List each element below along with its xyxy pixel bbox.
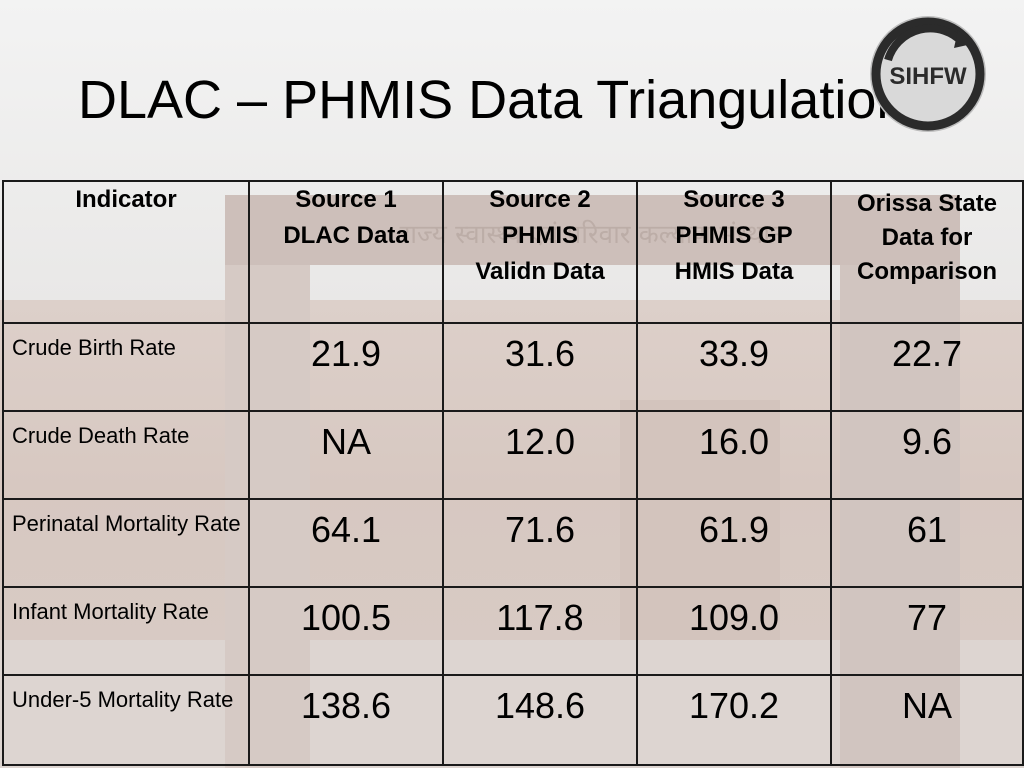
value-cell: NA bbox=[248, 410, 444, 500]
value-cell: 138.6 bbox=[248, 674, 444, 766]
value-cell: NA bbox=[830, 674, 1024, 766]
value-cell: 61 bbox=[830, 498, 1024, 588]
header-line: Orissa State bbox=[856, 190, 998, 217]
triangulation-table: Indicator Source 1 DLAC Data Source 2 PH… bbox=[2, 180, 1024, 766]
header-line: Indicator bbox=[75, 186, 177, 213]
table-row: Infant Mortality Rate 100.5 117.8 109.0 … bbox=[2, 586, 1024, 676]
value-cell: 21.9 bbox=[248, 322, 444, 412]
header-line: Comparison bbox=[856, 258, 997, 285]
header-source-2: Source 2 PHMIS Validn Data bbox=[442, 180, 638, 324]
header-line: DLAC Data bbox=[283, 222, 409, 249]
value-cell: 33.9 bbox=[636, 322, 832, 412]
indicator-cell: Crude Birth Rate bbox=[2, 322, 250, 412]
header-line: PHMIS bbox=[501, 222, 578, 249]
header-line: Source 2 bbox=[489, 186, 591, 213]
header-line: Source 3 bbox=[683, 186, 785, 213]
sihfw-logo: SIHFW bbox=[866, 12, 990, 136]
value-cell: 148.6 bbox=[442, 674, 638, 766]
header-line: Data for bbox=[881, 224, 973, 251]
value-cell: 22.7 bbox=[830, 322, 1024, 412]
table-row: Perinatal Mortality Rate 64.1 71.6 61.9 … bbox=[2, 498, 1024, 588]
indicator-cell: Perinatal Mortality Rate bbox=[2, 498, 250, 588]
slide-title: DLAC – PHMIS Data Triangulation bbox=[78, 70, 907, 130]
header-state-comparison: Orissa State Data for Comparison bbox=[830, 180, 1024, 324]
value-cell: 77 bbox=[830, 586, 1024, 676]
value-cell: 109.0 bbox=[636, 586, 832, 676]
indicator-cell: Crude Death Rate bbox=[2, 410, 250, 500]
logo-text: SIHFW bbox=[889, 63, 967, 90]
header-source-1: Source 1 DLAC Data bbox=[248, 180, 444, 324]
sihfw-logo-icon: SIHFW bbox=[870, 16, 986, 132]
value-cell: 61.9 bbox=[636, 498, 832, 588]
header-source-3: Source 3 PHMIS GP HMIS Data bbox=[636, 180, 832, 324]
table-header-row: Indicator Source 1 DLAC Data Source 2 PH… bbox=[2, 180, 1024, 324]
value-cell: 100.5 bbox=[248, 586, 444, 676]
table-row: Crude Birth Rate 21.9 31.6 33.9 22.7 bbox=[2, 322, 1024, 412]
value-cell: 9.6 bbox=[830, 410, 1024, 500]
value-cell: 16.0 bbox=[636, 410, 832, 500]
indicator-cell: Infant Mortality Rate bbox=[2, 586, 250, 676]
header-line: Source 1 bbox=[295, 186, 397, 213]
header-line: PHMIS GP bbox=[675, 222, 793, 249]
table-row: Under-5 Mortality Rate 138.6 148.6 170.2… bbox=[2, 674, 1024, 766]
value-cell: 117.8 bbox=[442, 586, 638, 676]
header-line: Validn Data bbox=[475, 258, 605, 285]
header-line: HMIS Data bbox=[674, 258, 794, 285]
value-cell: 31.6 bbox=[442, 322, 638, 412]
header-indicator: Indicator bbox=[2, 180, 250, 324]
table-row: Crude Death Rate NA 12.0 16.0 9.6 bbox=[2, 410, 1024, 500]
value-cell: 64.1 bbox=[248, 498, 444, 588]
indicator-cell: Under-5 Mortality Rate bbox=[2, 674, 250, 766]
value-cell: 71.6 bbox=[442, 498, 638, 588]
value-cell: 12.0 bbox=[442, 410, 638, 500]
value-cell: 170.2 bbox=[636, 674, 832, 766]
